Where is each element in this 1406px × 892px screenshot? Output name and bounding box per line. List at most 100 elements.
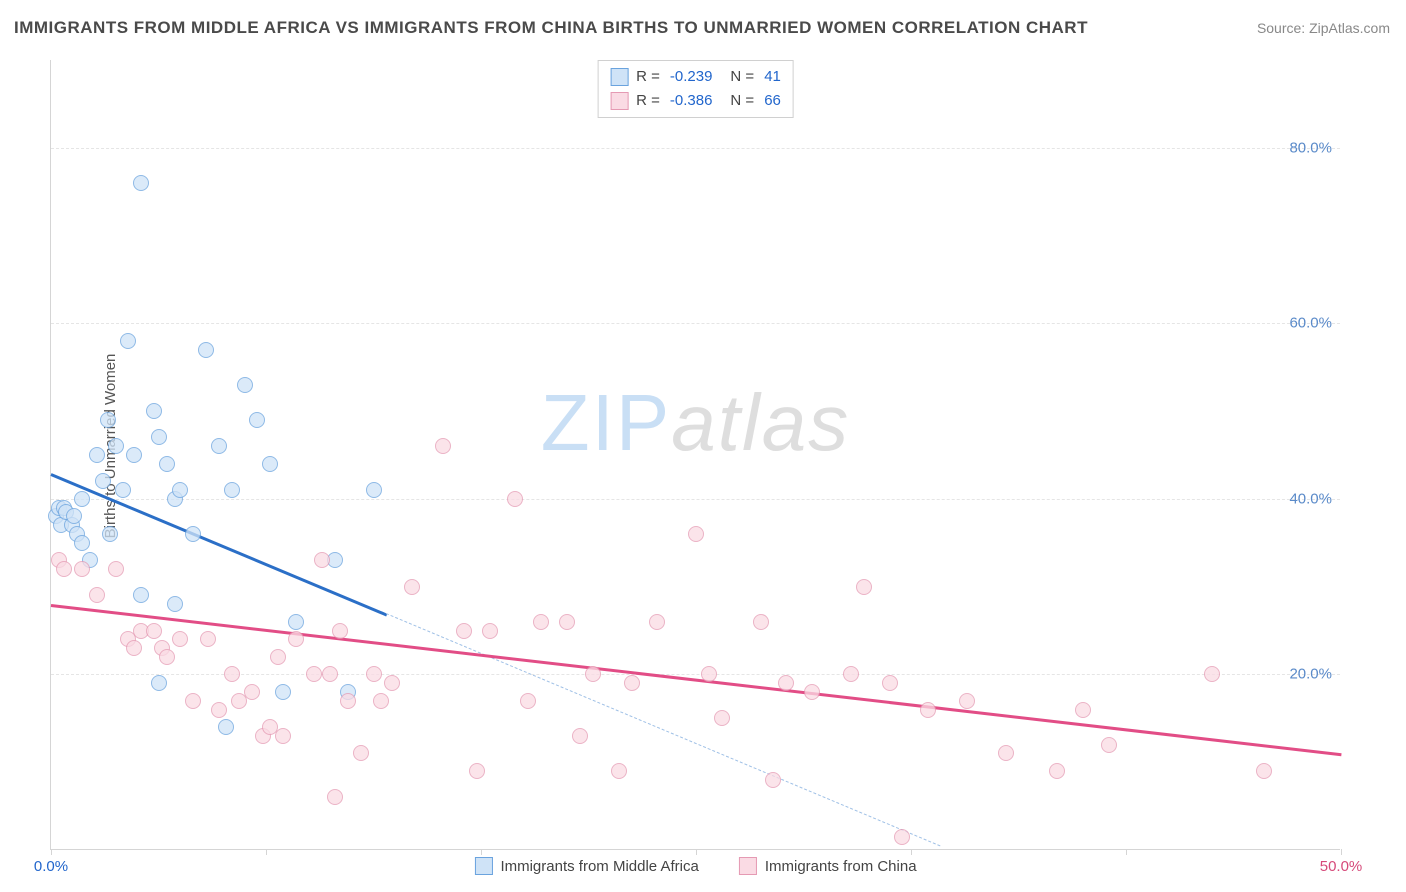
scatter-point xyxy=(804,684,820,700)
scatter-point xyxy=(133,175,149,191)
scatter-point xyxy=(172,482,188,498)
scatter-point xyxy=(185,526,201,542)
scatter-point xyxy=(482,623,498,639)
stats-row: R = -0.386 N = 66 xyxy=(610,89,781,113)
scatter-point xyxy=(56,561,72,577)
scatter-point xyxy=(701,666,717,682)
stats-row: R =-0.239N =41 xyxy=(610,65,781,89)
scatter-point xyxy=(89,587,105,603)
scatter-point xyxy=(159,456,175,472)
x-tick-mark xyxy=(266,849,267,855)
scatter-point xyxy=(270,649,286,665)
scatter-point xyxy=(894,829,910,845)
scatter-point xyxy=(167,596,183,612)
scatter-point xyxy=(211,702,227,718)
stats-n-label: N = xyxy=(730,65,754,89)
scatter-point xyxy=(146,623,162,639)
scatter-point xyxy=(102,526,118,542)
scatter-point xyxy=(120,333,136,349)
y-tick-label: 60.0% xyxy=(1289,315,1332,332)
x-tick-mark xyxy=(911,849,912,855)
plot-area: ZIPatlas R =-0.239N =41R =-0.386N =66 Im… xyxy=(50,60,1340,850)
stats-n-label: N = xyxy=(730,89,754,113)
watermark-atlas: atlas xyxy=(671,378,850,467)
stats-n-value: 66 xyxy=(764,89,781,113)
scatter-point xyxy=(778,675,794,691)
scatter-point xyxy=(218,719,234,735)
stats-r-value: -0.239 xyxy=(670,65,713,89)
scatter-point xyxy=(688,526,704,542)
scatter-point xyxy=(469,763,485,779)
x-tick-mark xyxy=(1341,849,1342,855)
scatter-point xyxy=(126,447,142,463)
scatter-point xyxy=(366,666,382,682)
gridline xyxy=(51,674,1340,675)
scatter-point xyxy=(1204,666,1220,682)
scatter-point xyxy=(1049,763,1065,779)
source-label: Source: ZipAtlas.com xyxy=(1257,20,1390,36)
y-tick-label: 80.0% xyxy=(1289,139,1332,156)
scatter-point xyxy=(649,614,665,630)
scatter-point xyxy=(559,614,575,630)
gridline xyxy=(51,323,1340,324)
scatter-point xyxy=(327,789,343,805)
scatter-point xyxy=(146,403,162,419)
scatter-point xyxy=(198,342,214,358)
x-tick-mark xyxy=(1126,849,1127,855)
legend-swatch xyxy=(474,857,492,875)
scatter-point xyxy=(765,772,781,788)
scatter-point xyxy=(843,666,859,682)
scatter-point xyxy=(249,412,265,428)
scatter-point xyxy=(288,631,304,647)
gridline xyxy=(51,499,1340,500)
scatter-point xyxy=(185,693,201,709)
scatter-point xyxy=(314,552,330,568)
x-tick-mark xyxy=(696,849,697,855)
watermark: ZIPatlas xyxy=(541,377,850,469)
scatter-point xyxy=(404,579,420,595)
y-tick-label: 40.0% xyxy=(1289,490,1332,507)
stats-r-value: -0.386 xyxy=(670,89,713,113)
chart-title: IMMIGRANTS FROM MIDDLE AFRICA VS IMMIGRA… xyxy=(14,18,1088,38)
scatter-point xyxy=(753,614,769,630)
scatter-point xyxy=(1075,702,1091,718)
scatter-point xyxy=(108,438,124,454)
scatter-point xyxy=(151,429,167,445)
scatter-point xyxy=(115,482,131,498)
scatter-point xyxy=(74,491,90,507)
x-tick-mark xyxy=(51,849,52,855)
scatter-point xyxy=(275,728,291,744)
scatter-point xyxy=(74,535,90,551)
scatter-point xyxy=(520,693,536,709)
x-tick-mark xyxy=(481,849,482,855)
scatter-point xyxy=(882,675,898,691)
scatter-point xyxy=(74,561,90,577)
legend-item: Immigrants from China xyxy=(739,857,917,875)
scatter-point xyxy=(322,666,338,682)
scatter-point xyxy=(244,684,260,700)
scatter-point xyxy=(856,579,872,595)
watermark-zip: ZIP xyxy=(541,378,671,467)
scatter-point xyxy=(959,693,975,709)
scatter-point xyxy=(353,745,369,761)
trend-line xyxy=(51,604,1341,756)
scatter-point xyxy=(89,447,105,463)
scatter-point xyxy=(100,412,116,428)
scatter-point xyxy=(288,614,304,630)
scatter-point xyxy=(108,561,124,577)
scatter-point xyxy=(714,710,730,726)
scatter-point xyxy=(211,438,227,454)
scatter-point xyxy=(1256,763,1272,779)
stats-r-label: R = xyxy=(636,89,660,113)
scatter-point xyxy=(1101,737,1117,753)
legend: Immigrants from Middle AfricaImmigrants … xyxy=(474,857,916,875)
scatter-point xyxy=(340,693,356,709)
scatter-point xyxy=(572,728,588,744)
stats-swatch xyxy=(610,68,628,86)
scatter-point xyxy=(920,702,936,718)
x-tick-label: 0.0% xyxy=(34,858,68,875)
scatter-point xyxy=(507,491,523,507)
scatter-point xyxy=(624,675,640,691)
scatter-point xyxy=(533,614,549,630)
scatter-point xyxy=(306,666,322,682)
